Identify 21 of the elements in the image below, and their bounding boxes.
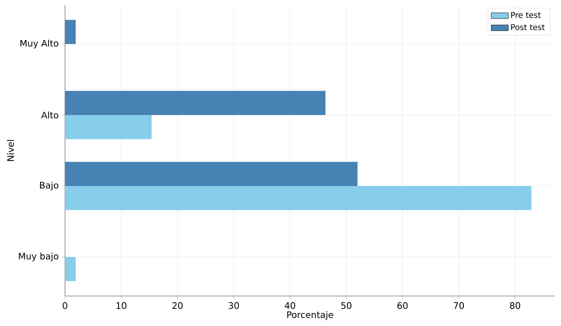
y-tick-label: Alto	[41, 112, 58, 118]
x-tick-label: 40	[284, 302, 296, 309]
y-tick-label: Bajo	[40, 182, 58, 190]
x-tick-label: 20	[172, 302, 183, 309]
x-tick-label: 50	[341, 302, 352, 309]
bar	[65, 186, 532, 210]
x-tick-label: 80	[510, 302, 520, 309]
bar	[65, 256, 76, 282]
x-tick-label: 70	[454, 302, 464, 309]
x-tick-label: 0	[62, 302, 68, 309]
x-tick-label: 10	[116, 302, 126, 309]
x-tick-label: 30	[228, 302, 239, 309]
x-axis-title: Porcentaje	[287, 311, 334, 320]
bar	[65, 162, 358, 186]
y-tick-label: Muy Alto	[20, 40, 58, 48]
bar	[65, 115, 152, 140]
y-tick-label: Muy bajo	[18, 252, 58, 262]
x-tick-label: 60	[397, 302, 408, 309]
bar	[65, 20, 76, 44]
y-axis-title: Nivel	[6, 140, 14, 161]
bar	[65, 90, 326, 116]
